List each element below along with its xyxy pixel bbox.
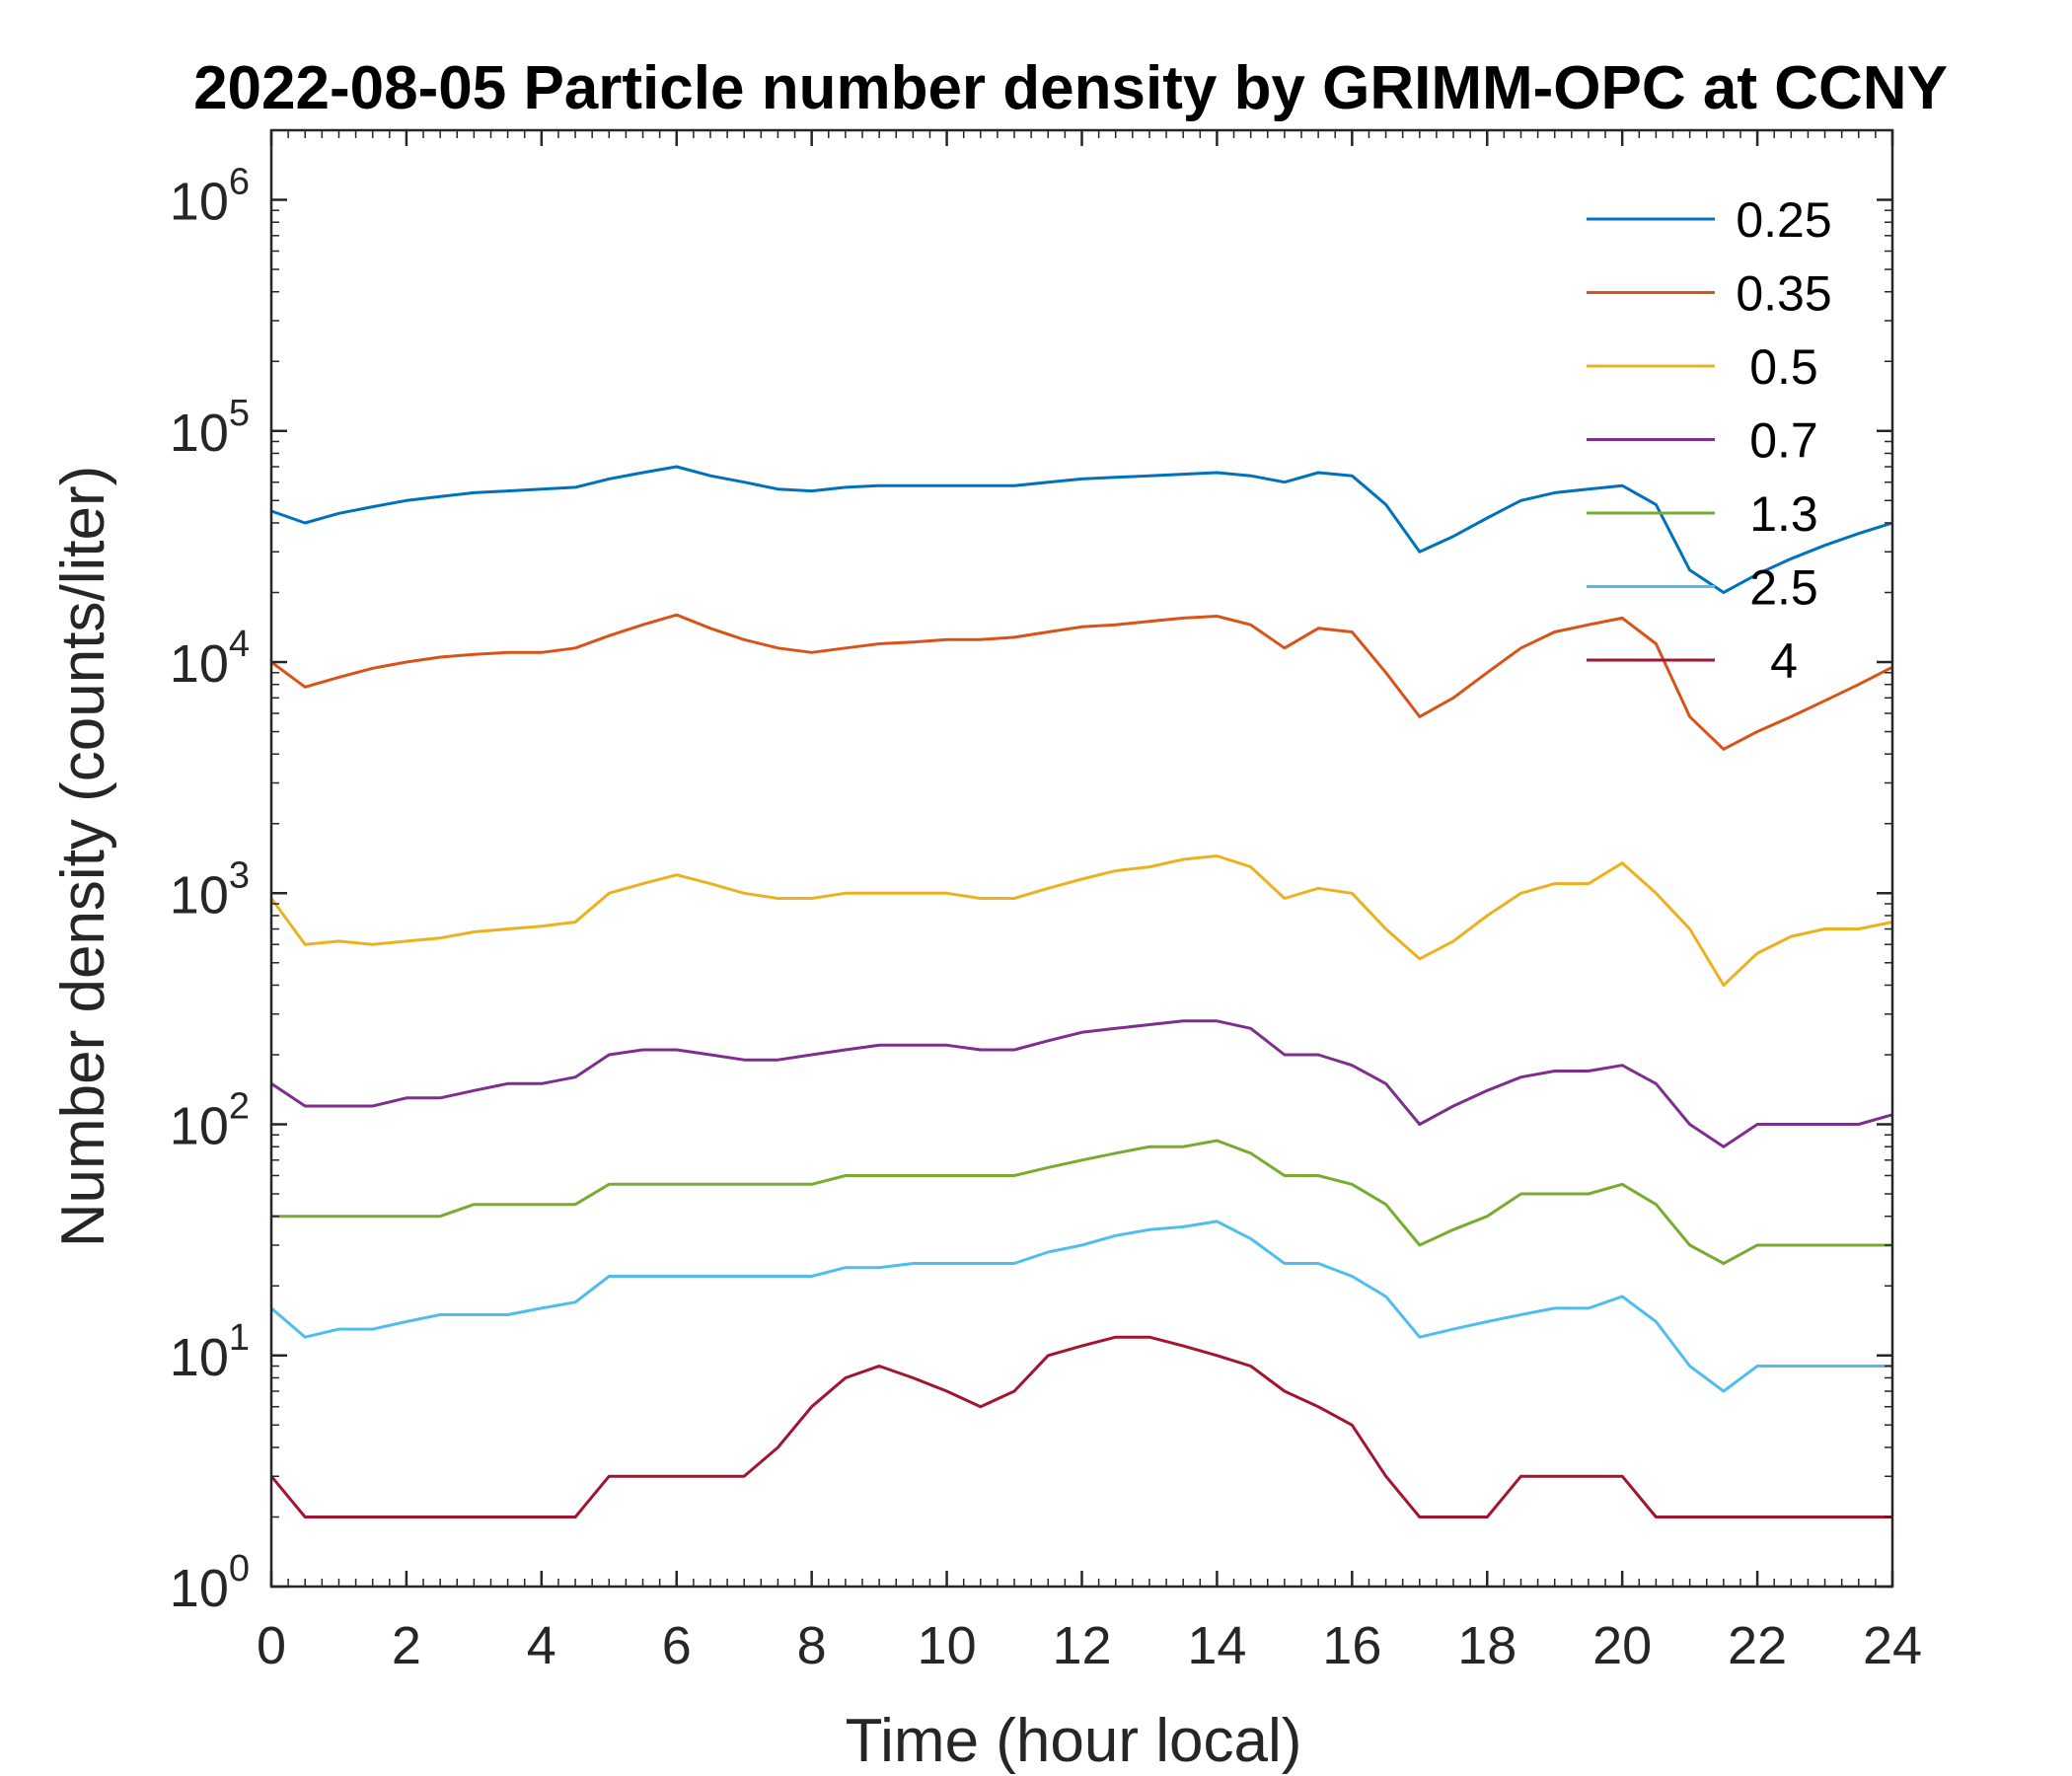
series-line-6 — [269, 1335, 1892, 1518]
series-lines — [269, 465, 1893, 1518]
x-tick-label: 18 — [1457, 1616, 1517, 1675]
x-tick-label: 0 — [257, 1616, 286, 1675]
y-axis-label: Number density (counts/liter) — [49, 466, 117, 1248]
series-line-0 — [270, 465, 1893, 594]
series-line-5 — [270, 1220, 1892, 1393]
y-tick-label: 104 — [170, 624, 250, 694]
y-tick-label: 106 — [170, 162, 250, 232]
x-tick-label: 8 — [797, 1616, 827, 1675]
legend-label-3: 0.7 — [1749, 413, 1818, 469]
x-tick-label: 24 — [1863, 1616, 1922, 1675]
y-tick-label: 100 — [170, 1548, 250, 1618]
y-tick-label: 102 — [170, 1086, 250, 1156]
series-line-1 — [270, 613, 1893, 751]
x-tick-label: 2 — [392, 1616, 421, 1675]
x-tick-label: 14 — [1187, 1616, 1246, 1675]
plot-frame — [269, 128, 1894, 1589]
x-tick-label: 16 — [1322, 1616, 1381, 1675]
series-line-4 — [271, 1139, 1892, 1265]
x-tick-label: 20 — [1592, 1616, 1652, 1675]
y-tick-label: 105 — [170, 393, 250, 463]
legend-label-1: 0.35 — [1736, 266, 1831, 322]
x-tick-label: 12 — [1052, 1616, 1111, 1675]
axes: 0 2 4 6 8 10 12 14 16 18 20 22 241001011021031041051… — [170, 128, 1922, 1675]
x-tick-label: 4 — [527, 1616, 556, 1675]
x-axis-label: Time (hour local) — [846, 1707, 1302, 1775]
x-tick-label: 10 — [918, 1616, 977, 1675]
y-tick-label: 101 — [170, 1317, 250, 1387]
legend-label-5: 2.5 — [1749, 560, 1818, 616]
legend-label-4: 1.3 — [1749, 486, 1818, 542]
series-line-2 — [269, 854, 1893, 987]
series-line-3 — [270, 1019, 1893, 1148]
x-tick-label: 22 — [1728, 1616, 1787, 1675]
legend-label-0: 0.25 — [1736, 192, 1831, 248]
x-tick-label: 6 — [662, 1616, 692, 1675]
legend-label-6: 4 — [1770, 633, 1798, 689]
y-tick-label: 103 — [170, 854, 250, 925]
chart-title: 2022-08-05 Particle number density by GR… — [193, 54, 1948, 122]
legend: 0.25 0.35 0.5 0.7 1.3 2.5 4 — [1587, 192, 1832, 689]
legend-label-2: 0.5 — [1749, 339, 1818, 395]
